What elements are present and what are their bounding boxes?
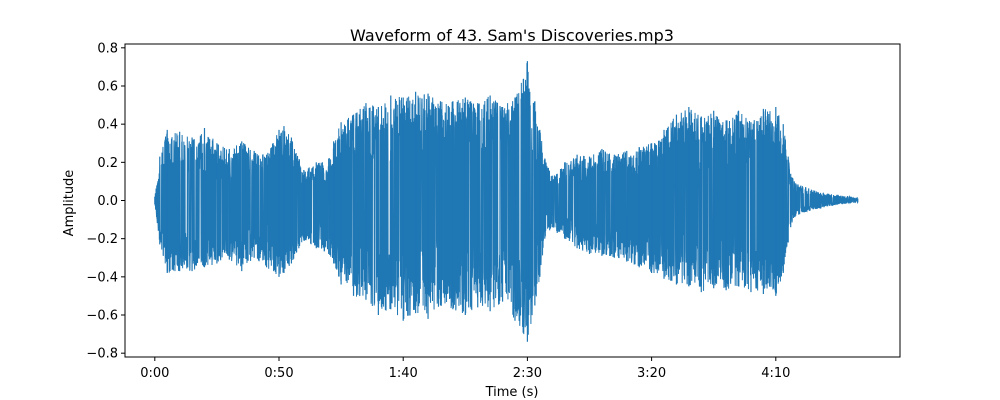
y-axis: −0.8 −0.6 −0.4 −0.2 0.0 0.2 0.4 0.6 0.8 (86, 41, 125, 362)
x-tick-label: 0:50 (264, 366, 293, 381)
y-tick-label: 0.6 (97, 79, 118, 94)
x-tick-label: 3:20 (637, 366, 666, 381)
y-axis-label: Amplitude (62, 170, 77, 237)
y-tick-label: 0.2 (97, 156, 118, 171)
waveform-line (154, 63, 859, 335)
x-axis: 0:00 0:50 1:40 2:30 3:20 4:10 (140, 357, 790, 381)
y-tick-label: −0.6 (86, 309, 118, 324)
axes-frame (124, 43, 901, 358)
y-tick-label: 0.4 (97, 118, 118, 133)
x-tick-label: 0:00 (140, 366, 169, 381)
x-tick-label: 1:40 (389, 366, 418, 381)
y-tick-label: 0.8 (97, 41, 118, 56)
plot-layer (154, 61, 859, 342)
x-tick-label: 2:30 (513, 366, 542, 381)
y-tick-label: −0.2 (86, 232, 118, 247)
y-tick-label: 0.0 (97, 194, 118, 209)
y-tick-label: −0.8 (86, 347, 118, 362)
y-tick-label: −0.4 (86, 270, 118, 285)
chart-title: Waveform of 43. Sam's Discoveries.mp3 (350, 26, 674, 45)
x-tick-label: 4:10 (761, 366, 790, 381)
x-axis-label: Time (s) (485, 385, 539, 400)
